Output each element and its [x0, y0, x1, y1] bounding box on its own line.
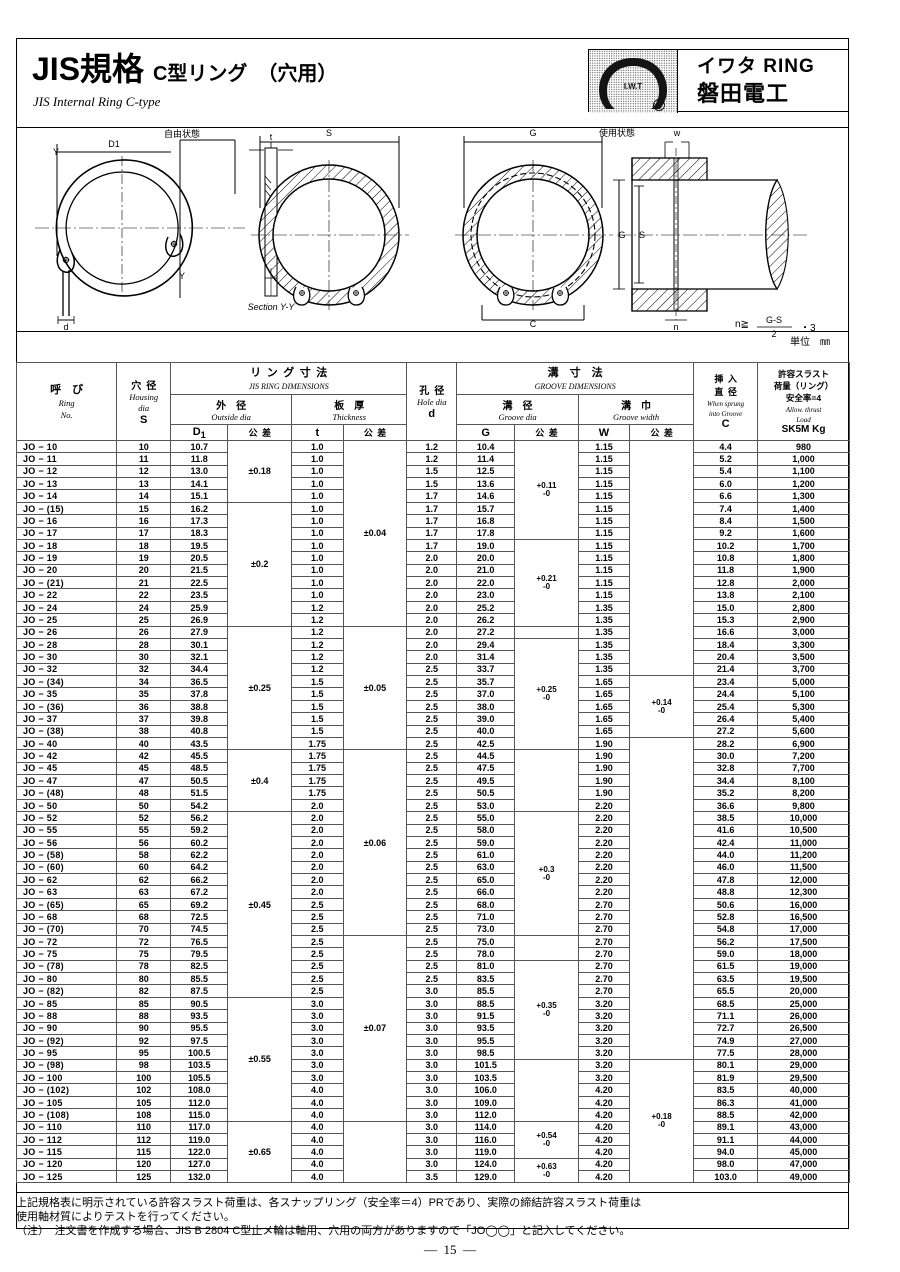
- svg-text:自由状態: 自由状態: [164, 128, 200, 139]
- svg-text:t: t: [270, 132, 273, 142]
- svg-text:S: S: [326, 128, 332, 138]
- svg-text:G: G: [529, 128, 536, 138]
- svg-text:R: R: [657, 103, 662, 110]
- svg-text:Y: Y: [53, 147, 59, 157]
- svg-text:S: S: [639, 230, 645, 240]
- svg-text:G: G: [618, 230, 625, 240]
- svg-text:d: d: [63, 322, 68, 332]
- svg-text:w: w: [673, 128, 681, 138]
- svg-text:I.W.T: I.W.T: [624, 82, 642, 91]
- svg-text:n: n: [673, 322, 678, 332]
- svg-text:2: 2: [771, 329, 776, 339]
- svg-text:使用状態: 使用状態: [599, 127, 635, 138]
- svg-text:G-S: G-S: [766, 315, 782, 325]
- svg-text:n≧: n≧: [735, 319, 749, 330]
- svg-text:Section Y-Y: Section Y-Y: [248, 302, 296, 312]
- svg-text:D1: D1: [108, 139, 120, 149]
- svg-text:Y: Y: [179, 271, 185, 281]
